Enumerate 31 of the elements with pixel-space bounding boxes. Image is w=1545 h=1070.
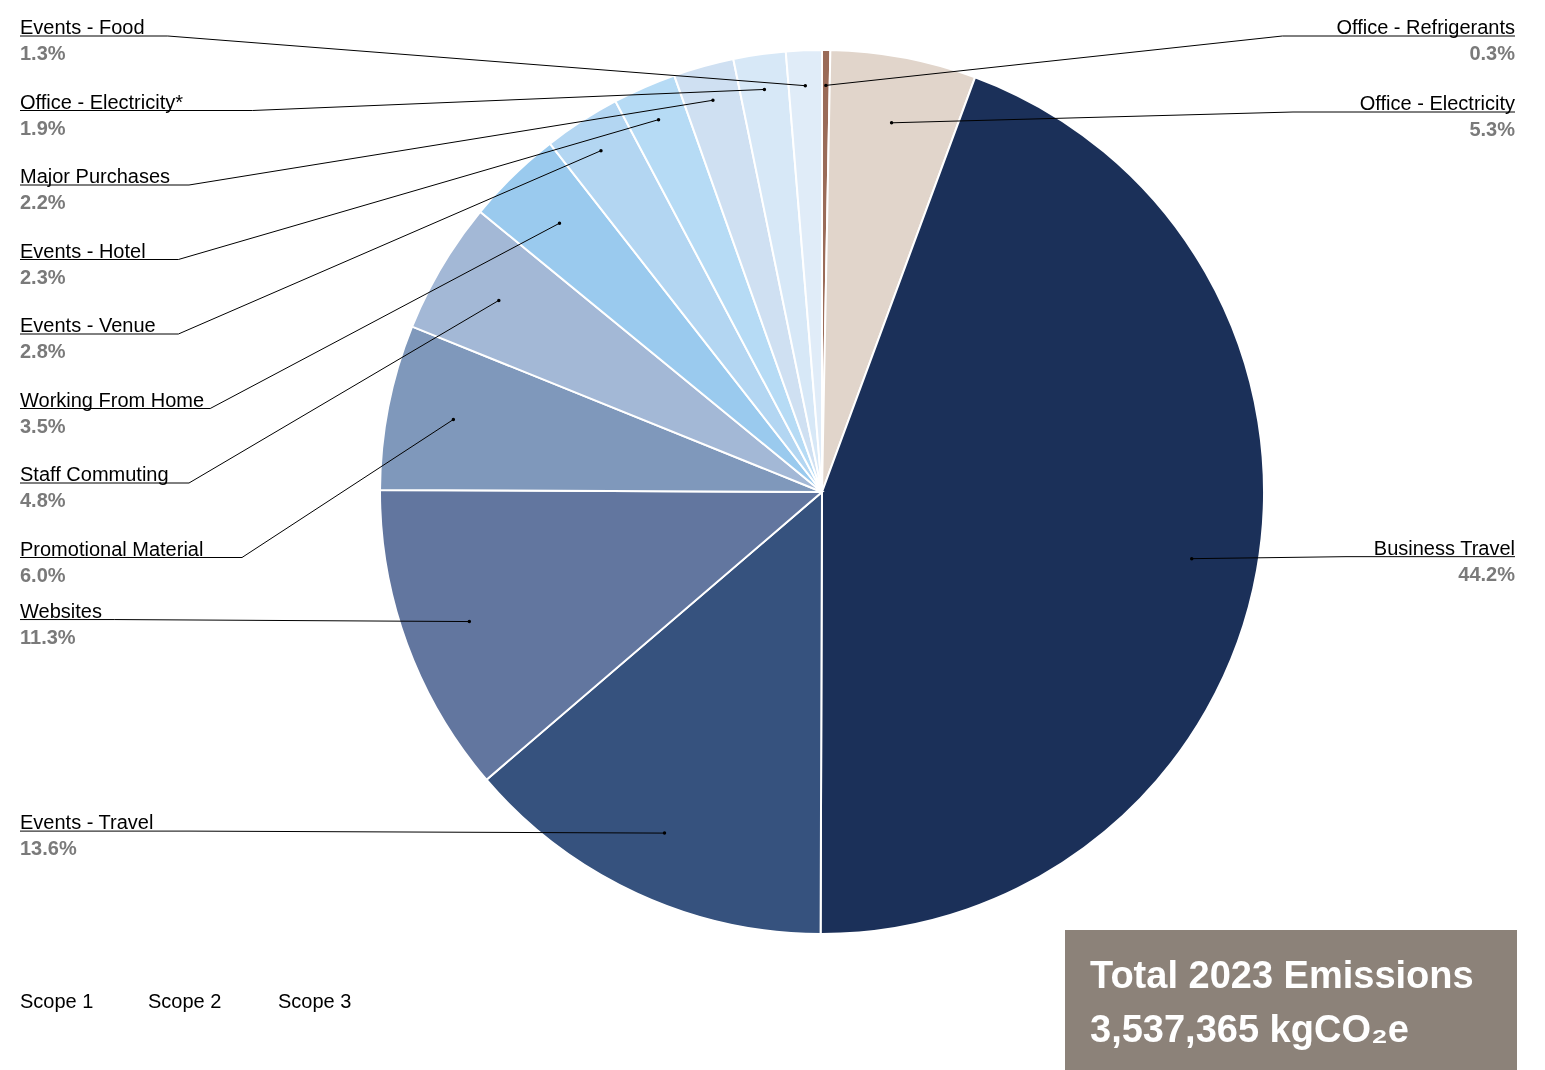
data-label: 2.3% (20, 265, 66, 288)
slice-label: Office - Electricity* (20, 90, 184, 113)
slice-label: Working From Home (20, 388, 205, 411)
slice-label: Events - Venue (20, 314, 156, 336)
data-label: 0.3% (1469, 42, 1516, 64)
slice-label: Office - Electricity (1359, 92, 1515, 114)
slice-label: Staff Commuting (20, 463, 169, 485)
slice-label: Events - Hotel (20, 239, 146, 262)
slice-label: Events - Travel (20, 811, 154, 834)
text: Total 2023 Emissions (1090, 954, 1474, 996)
text: Scope 2 (148, 990, 222, 1012)
slice-label: Business Travel (1373, 536, 1515, 559)
data-label: 6.0% (20, 563, 66, 586)
data-label: 11.3% (20, 625, 76, 648)
data-label: 2.2% (20, 191, 66, 213)
data-label: 2.8% (20, 340, 66, 362)
data-label: 1.9% (20, 116, 66, 139)
slice-label: Office - Refrigerants (1336, 16, 1515, 38)
data-label: 5.3% (1469, 118, 1516, 140)
text: Scope 3 (278, 990, 352, 1012)
slice-label: Promotional Material (20, 537, 204, 560)
slice-label: Websites (20, 599, 102, 622)
data-label: 3.5% (20, 414, 66, 437)
data-label: 1.3% (20, 42, 66, 64)
slice-label: Major Purchases (20, 165, 171, 187)
text: Scope 1 (20, 990, 94, 1012)
data-label: 4.8% (20, 489, 66, 511)
data-label: 13.6% (20, 837, 77, 860)
slice-label: Events - Food (20, 16, 145, 38)
text: 3,537,365 kgCO₂e (1090, 1008, 1409, 1050)
data-label: 44.2% (1458, 562, 1516, 585)
